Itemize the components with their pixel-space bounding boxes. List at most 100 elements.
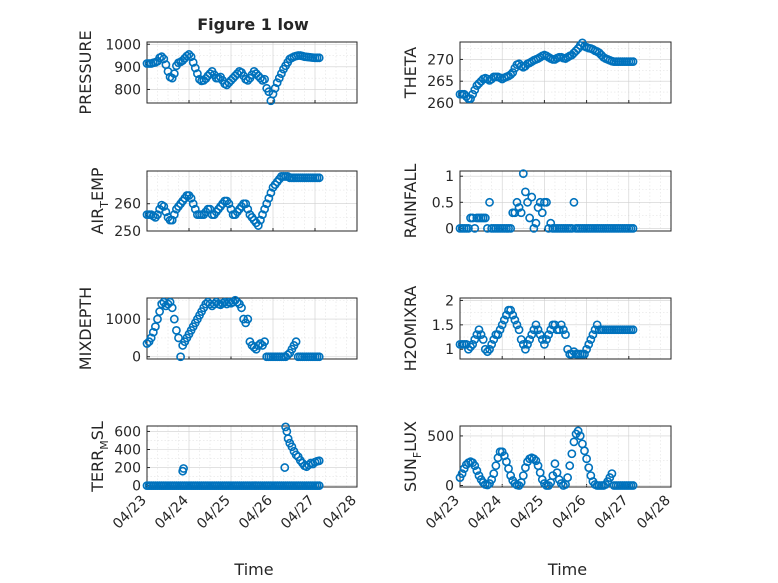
data-point [584,463,594,473]
y-axis-label: PRESSURE [76,30,95,114]
data-point [153,314,162,324]
figure-title: Figure 1 low [197,15,309,34]
data-point [527,330,537,339]
data-point [224,199,234,209]
x-axis-label: Time [233,560,273,579]
y-tick-label: 400 [114,442,141,458]
y-tick-label: 900 [114,60,141,76]
data-point [195,74,204,84]
data-point [491,461,501,471]
data-point [537,335,547,344]
data-point [514,203,524,212]
axes-border [459,297,672,360]
data-point [487,339,497,349]
data-point [565,461,575,471]
data-point [567,223,577,233]
data-point [480,213,490,223]
data-point [209,299,219,309]
data-point [584,339,594,349]
data-point [580,349,589,359]
data-point [167,215,177,225]
data-point [159,54,169,64]
data-point [472,330,482,339]
x-tick-label: 04/27 [278,493,318,533]
data-point [588,330,598,339]
data-point [518,339,528,349]
data-point [205,69,215,79]
data-point [470,85,480,95]
data-point [567,349,577,359]
data-point [542,335,551,344]
data-point [521,344,530,354]
y-tick-label: 260 [114,197,141,213]
data-point [260,204,269,214]
y-axis-label: THETA [401,47,420,99]
data-point [157,52,167,62]
y-tick-label: 0 [132,479,141,495]
data-point [283,350,293,360]
data-point [148,327,158,337]
data-point [192,69,202,79]
data-point [241,199,251,209]
data-point [506,70,516,80]
data-point [512,320,522,330]
y-axis-label: H2OMIXRA [401,286,420,372]
data-point [260,337,269,347]
data-point [169,69,179,79]
y-tick-label: 600 [114,424,141,440]
data-point [470,461,480,471]
data-point [253,341,263,350]
x-tick-label: 04/25 [194,493,234,533]
data-point [506,305,516,315]
data-point [255,73,265,83]
data-point [529,223,539,233]
data-point [167,73,177,83]
data-point [174,333,183,343]
data-point [508,68,518,77]
data-point [535,330,545,339]
data-point [153,210,162,220]
y-tick-label: 0 [132,350,141,366]
x-tick-label: 04/24 [465,492,505,532]
data-point [176,352,185,362]
data-point [260,74,269,84]
data-point [243,76,253,85]
data-point [529,454,539,464]
y-axis-label: SUNFLUX [401,421,424,492]
data-point [489,469,499,479]
data-point [521,187,530,197]
data-point [561,330,570,339]
y-tick-label: 2 [445,293,454,309]
data-point [518,471,528,480]
data-point [569,197,579,207]
data-point [499,315,509,325]
data-point [525,335,535,344]
data-point [525,213,535,223]
data-point [485,344,494,354]
data-point [573,426,583,436]
data-point [586,335,596,344]
data-point [258,210,267,220]
data-point [628,223,638,233]
y-tick-label: 270 [427,52,454,68]
data-point [556,479,566,488]
axes-border [146,41,358,104]
axes-frame [459,425,672,488]
panel-h2omixra: 1 1.5 2 H2OMIXRA [401,286,672,372]
axes-border [146,297,358,360]
data-point [480,344,490,354]
y-tick-label: 200 [114,461,141,477]
data-point [169,210,179,220]
data-point [533,203,543,212]
data-point [314,481,324,491]
data-point [523,197,532,207]
data-point [283,434,293,444]
data-point [550,459,560,469]
data-point [179,464,188,473]
data-point [483,347,492,357]
axes-frame [459,297,672,360]
data-point [276,69,286,79]
data-point [571,46,581,56]
